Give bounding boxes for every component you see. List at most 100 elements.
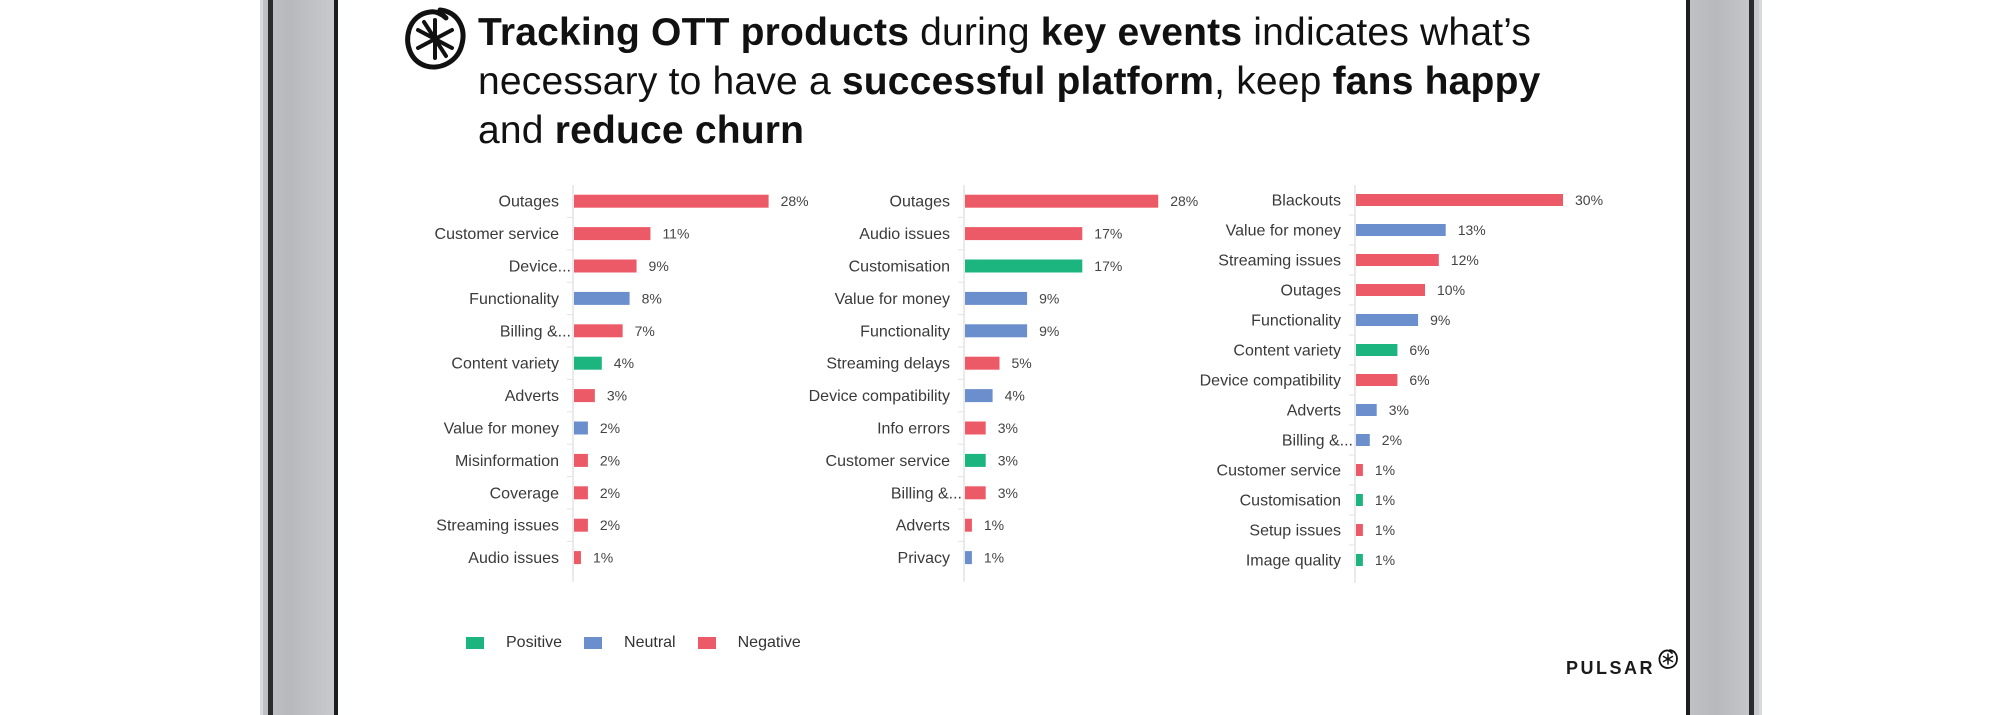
value-label: 2%	[600, 420, 620, 436]
value-label: 8%	[642, 290, 662, 306]
category-label: Blackouts	[1272, 193, 1341, 210]
bar-positive	[965, 259, 1083, 273]
category-label: Value for money	[835, 291, 950, 308]
category-label: Device...	[509, 259, 571, 276]
value-label: 28%	[781, 193, 809, 209]
value-label: 9%	[1039, 290, 1059, 306]
legend-label: Neutral	[624, 634, 676, 651]
bar-negative	[574, 551, 581, 565]
value-label: 2%	[1382, 432, 1402, 448]
bar-positive	[1356, 344, 1398, 356]
bar-neutral	[1356, 314, 1419, 326]
chart-svg: Blackouts 30% Value for money 13% Streaming …	[1200, 185, 1603, 583]
brand-name: PULSAR	[1566, 658, 1656, 678]
value-label: 4%	[614, 355, 634, 371]
category-label: Billing &...	[500, 323, 571, 340]
category-label: Image quality	[1246, 553, 1341, 570]
value-label: 3%	[998, 420, 1018, 436]
value-label: 9%	[1039, 323, 1059, 339]
title-segment: during	[909, 11, 1041, 54]
title-segment: fans happy	[1332, 60, 1541, 103]
bar-negative	[1356, 284, 1425, 296]
legend-swatch	[697, 637, 716, 649]
value-label: 2%	[600, 452, 620, 468]
value-label: 3%	[1389, 402, 1409, 418]
category-label: Value for money	[1226, 223, 1341, 240]
bar-positive	[1356, 494, 1363, 506]
bar-negative	[574, 486, 588, 500]
title-segment: successful platform	[841, 60, 1215, 103]
category-label: Coverage	[490, 485, 559, 502]
value-label: 1%	[1375, 522, 1395, 538]
value-label: 1%	[1375, 552, 1395, 568]
bar-neutral	[1356, 224, 1446, 236]
bar-negative	[965, 518, 972, 532]
value-label: 1%	[984, 517, 1004, 533]
bar-negative	[574, 518, 588, 532]
bar-negative	[574, 194, 769, 208]
bar-neutral	[965, 324, 1028, 338]
value-label: 1%	[984, 550, 1004, 566]
category-label: Streaming delays	[826, 356, 950, 373]
value-label: 3%	[998, 485, 1018, 501]
bar-chart-3: Blackouts 30% Value for money 13% Streaming …	[1118, 185, 1603, 585]
category-label: Customer service	[1217, 463, 1342, 480]
category-label: Info errors	[877, 421, 950, 438]
value-label: 30%	[1575, 192, 1603, 208]
title-segment: Tracking OTT products	[478, 11, 910, 54]
category-label: Functionality	[1251, 313, 1341, 330]
bar-positive	[574, 356, 602, 370]
category-label: Customisation	[1240, 493, 1341, 510]
bar-chart-1: Outages 28% Customer service 11% Device... 9%…	[338, 185, 809, 585]
category-label: Outages	[1281, 283, 1341, 300]
bar-neutral	[965, 389, 993, 403]
bar-neutral	[574, 421, 588, 435]
bar-negative	[1356, 254, 1439, 266]
value-label: 2%	[600, 485, 620, 501]
bar-neutral	[965, 291, 1028, 305]
chart-legend: Positive Neutral Negative	[466, 634, 823, 652]
category-label: Streaming issues	[1218, 253, 1341, 270]
monitor-bezel-left	[260, 0, 338, 715]
category-label: Value for money	[444, 421, 559, 438]
bar-neutral	[574, 291, 630, 305]
bar-negative	[965, 194, 1159, 208]
value-label: 3%	[998, 452, 1018, 468]
category-label: Content variety	[1233, 343, 1341, 360]
category-label: Audio issues	[859, 226, 950, 243]
value-label: 11%	[662, 226, 689, 242]
slide-title: Tracking OTT products during key events …	[478, 8, 1578, 155]
title-segment: and	[478, 109, 555, 152]
value-label: 17%	[1094, 258, 1122, 274]
chart-svg: Outages 28% Customer service 11% Device... 9%…	[435, 185, 809, 582]
value-label: 9%	[1430, 312, 1450, 328]
category-label: Functionality	[469, 291, 559, 308]
title-segment: , keep	[1214, 60, 1333, 103]
bar-negative	[574, 227, 651, 241]
category-label: Audio issues	[468, 550, 559, 567]
value-label: 10%	[1437, 282, 1465, 298]
category-label: Billing &...	[891, 485, 962, 502]
value-label: 6%	[1409, 372, 1429, 388]
bar-neutral	[1356, 434, 1370, 446]
value-label: 7%	[635, 323, 655, 339]
category-label: Functionality	[860, 323, 950, 340]
bar-positive	[1356, 554, 1363, 566]
bar-positive	[965, 453, 986, 467]
category-label: Adverts	[896, 518, 950, 535]
bar-chart-2: Outages 28% Audio issues 17% Customisation 17…	[728, 185, 1198, 585]
bar-negative	[965, 227, 1083, 241]
category-label: Outages	[890, 194, 950, 211]
legend-item-neutral: Neutral	[584, 634, 676, 652]
value-label: 3%	[607, 388, 627, 404]
legend-label: Positive	[506, 634, 563, 651]
category-label: Adverts	[1287, 403, 1341, 420]
category-label: Privacy	[898, 550, 950, 567]
value-label: 28%	[1170, 193, 1198, 209]
bar-negative	[1356, 194, 1563, 206]
value-label: 1%	[1375, 462, 1395, 478]
pulsar-asterisk-circle-icon	[405, 7, 466, 70]
bar-negative	[1356, 524, 1363, 536]
legend-swatch	[466, 637, 484, 649]
bar-negative	[1356, 374, 1398, 386]
